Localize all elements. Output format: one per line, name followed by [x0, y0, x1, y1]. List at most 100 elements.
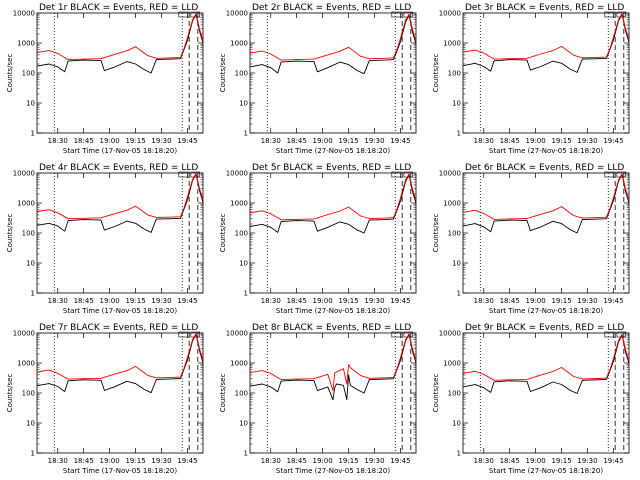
interval-box [391, 331, 403, 338]
detector-panel-2: Det 2r BLACK = Events, RED = LLD 1 10 100 10… [213, 0, 426, 160]
x-tick-label: 19:30 [151, 457, 171, 465]
x-tick-label: 19:30 [577, 457, 597, 465]
detector-panel-3: Det 3r BLACK = Events, RED = LLD 1 10 100 10… [426, 0, 639, 160]
interval-box [391, 171, 403, 178]
x-tick-label: 19:15 [338, 457, 358, 465]
light-curve-chart: Det 2r BLACK = Events, RED = LLD 1 10 100 10… [219, 3, 417, 155]
x-tick-label: 19:15 [338, 297, 358, 305]
y-tick-label: 1 [244, 450, 248, 458]
panel-title: Det 3r BLACK = Events, RED = LLD [465, 3, 624, 13]
y-tick-label: 10 [452, 100, 461, 108]
y-axis-label: Counts/sec [432, 54, 440, 93]
x-tick-label: 19:00 [100, 297, 120, 305]
detector-panel-8: Det 8r BLACK = Events, RED = LLD 1 10 100 10… [213, 320, 426, 480]
x-tick-label: 18:45 [74, 297, 94, 305]
light-curve-chart: Det 4r BLACK = Events, RED = LLD 1 10 100 10… [6, 163, 204, 315]
x-axis-label: Start Time (17-Nov-05 18:18:20) [63, 307, 177, 315]
interval-box [190, 331, 200, 338]
y-tick-label: 10 [26, 260, 35, 268]
interval-box [178, 11, 190, 18]
panel-title: Det 4r BLACK = Events, RED = LLD [39, 163, 198, 173]
detector-panel-6: Det 6r BLACK = Events, RED = LLD 1 10 100 10… [426, 160, 639, 320]
y-tick-label: 1 [244, 130, 248, 138]
y-tick-label: 100 [448, 70, 461, 78]
panel-title: Det 1r BLACK = Events, RED = LLD [39, 3, 198, 13]
x-tick-label: 19:00 [100, 457, 120, 465]
x-tick-label: 19:30 [577, 137, 597, 145]
x-tick-label: 19:45 [177, 457, 197, 465]
x-tick-label: 19:00 [100, 137, 120, 145]
detector-panel-4: Det 4r BLACK = Events, RED = LLD 1 10 100 10… [0, 160, 213, 320]
panel-title: Det 7r BLACK = Events, RED = LLD [39, 323, 198, 333]
y-tick-label: 10000 [439, 170, 461, 178]
y-tick-label: 1 [31, 450, 35, 458]
y-axis-label: Counts/sec [219, 374, 227, 413]
y-tick-label: 10000 [226, 330, 248, 338]
x-axis-label: Start Time (17-Nov-05 18:18:20) [63, 147, 177, 155]
x-tick-label: 18:30 [261, 137, 281, 145]
x-tick-label: 19:00 [526, 457, 546, 465]
interval-box [403, 331, 413, 338]
series-line-lld [249, 173, 417, 221]
y-tick-label: 1 [244, 290, 248, 298]
y-tick-label: 1 [457, 450, 461, 458]
x-tick-label: 18:30 [261, 297, 281, 305]
x-tick-label: 19:00 [313, 297, 333, 305]
interval-box [190, 171, 200, 178]
y-axis-label: Counts/sec [6, 214, 14, 253]
x-tick-label: 19:45 [390, 457, 410, 465]
detector-panel-5: Det 5r BLACK = Events, RED = LLD 1 10 100 10… [213, 160, 426, 320]
y-tick-label: 1 [31, 290, 35, 298]
plot-frame [462, 172, 630, 294]
y-tick-label: 100 [235, 70, 248, 78]
y-tick-label: 1000 [17, 40, 35, 48]
x-tick-label: 19:30 [364, 297, 384, 305]
series-line-lld [249, 333, 417, 392]
x-tick-label: 18:30 [48, 297, 68, 305]
y-tick-label: 10000 [13, 330, 35, 338]
y-tick-label: 10 [452, 260, 461, 268]
plot-frame [36, 172, 204, 294]
x-tick-label: 19:45 [177, 297, 197, 305]
x-tick-label: 19:15 [551, 297, 571, 305]
series-line-events [36, 333, 204, 394]
panel-title: Det 9r BLACK = Events, RED = LLD [465, 323, 624, 333]
y-tick-label: 10 [239, 260, 248, 268]
x-tick-label: 19:00 [526, 137, 546, 145]
plot-frame [249, 332, 417, 454]
x-axis-label: Start Time (27-Nov-05 18:18:20) [276, 467, 390, 475]
light-curve-chart: Det 5r BLACK = Events, RED = LLD 1 10 100 10… [219, 163, 417, 315]
y-tick-label: 10000 [439, 10, 461, 18]
x-tick-label: 18:30 [48, 457, 68, 465]
x-tick-label: 19:45 [390, 297, 410, 305]
series-line-lld [462, 173, 630, 220]
x-tick-label: 19:45 [177, 137, 197, 145]
x-axis-label: Start Time (27-Nov-05 18:18:20) [276, 147, 390, 155]
y-tick-label: 1 [457, 130, 461, 138]
light-curve-chart: Det 7r BLACK = Events, RED = LLD 1 10 100 10… [6, 323, 204, 475]
plot-frame [36, 332, 204, 454]
interval-box [190, 11, 200, 18]
x-tick-label: 19:30 [364, 457, 384, 465]
y-axis-label: Counts/sec [432, 214, 440, 253]
y-tick-label: 1 [31, 130, 35, 138]
series-line-lld [249, 13, 417, 61]
detector-panel-9: Det 9r BLACK = Events, RED = LLD 1 10 100 10… [426, 320, 639, 480]
interval-box [616, 11, 626, 18]
series-line-events [462, 13, 630, 73]
y-tick-label: 10000 [226, 10, 248, 18]
x-tick-label: 19:00 [313, 457, 333, 465]
series-line-events [462, 174, 630, 234]
x-tick-label: 18:45 [287, 297, 307, 305]
series-line-lld [462, 333, 630, 381]
y-tick-label: 1000 [443, 200, 461, 208]
y-axis-label: Counts/sec [219, 54, 227, 93]
x-tick-label: 19:15 [338, 137, 358, 145]
y-tick-label: 10 [26, 420, 35, 428]
plot-frame [462, 332, 630, 454]
x-axis-label: Start Time (27-Nov-05 18:18:20) [489, 467, 603, 475]
x-tick-label: 18:30 [261, 457, 281, 465]
x-tick-label: 19:45 [390, 137, 410, 145]
x-tick-label: 19:45 [603, 457, 623, 465]
x-tick-label: 18:30 [474, 457, 494, 465]
